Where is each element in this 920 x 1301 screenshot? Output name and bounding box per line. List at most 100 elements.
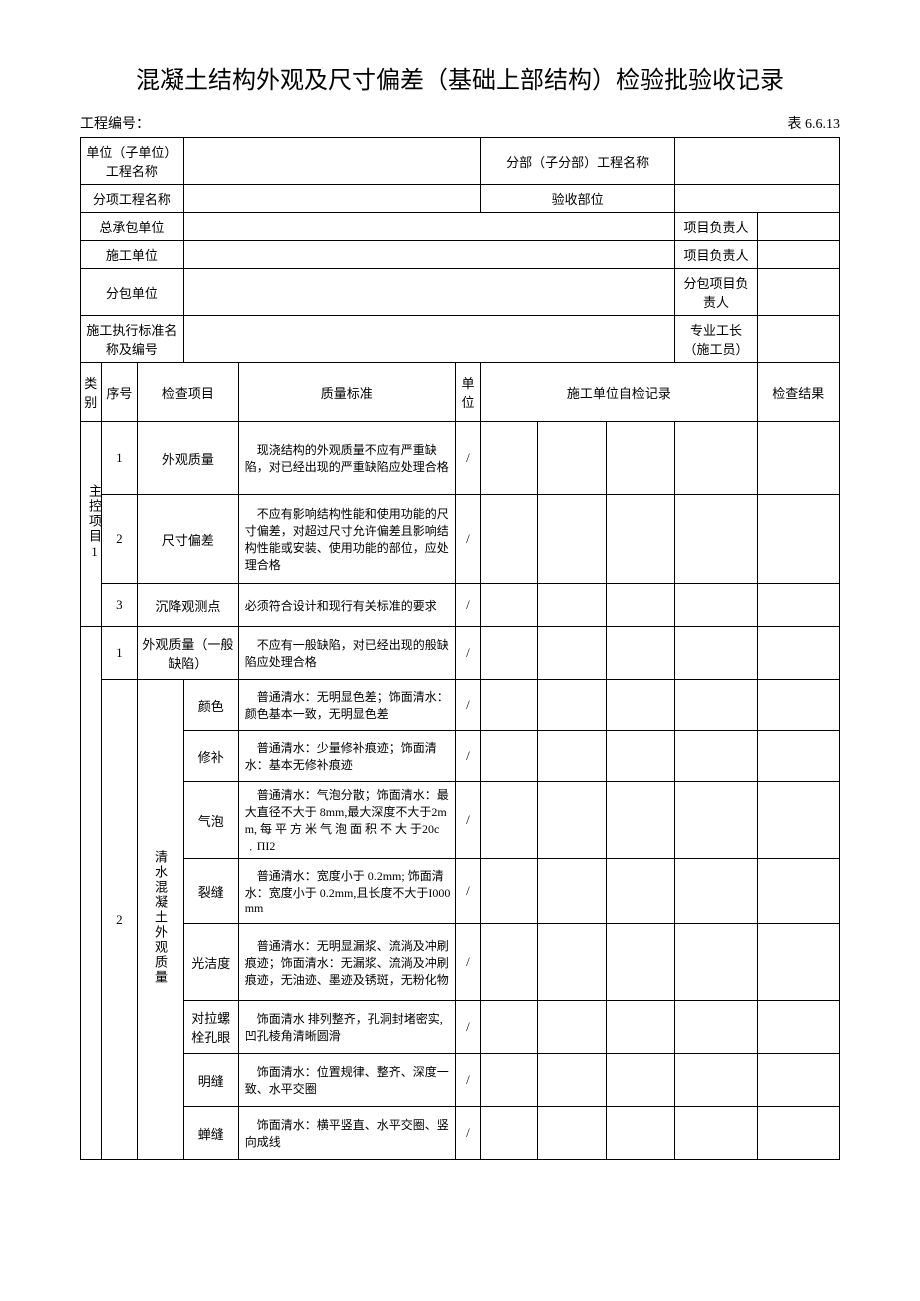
b2-5-s3 — [606, 1001, 675, 1054]
b2-5-std: 饰面清水 排列整齐，孔洞封堵密实, 凹孔棱角清晰圆滑 — [238, 1001, 455, 1054]
b2-2-unit: / — [455, 782, 480, 859]
b2-4-s4 — [675, 924, 757, 1001]
col-item: 检查项目 — [138, 363, 239, 422]
b2-3-item: 裂缝 — [183, 859, 238, 924]
a2-s3 — [606, 495, 675, 584]
subcontractor-val — [183, 269, 674, 316]
rowB2-2: 气泡 普通清水：气泡分散；饰面清水：最大直径不大于 8mm,最大深度不大于2mm… — [81, 782, 840, 859]
b2-3-res — [757, 859, 839, 924]
b1-std: 不应有一般缺陷，对已经出现的般缺陷应处理合格 — [238, 627, 455, 680]
rowB2-1: 修补 普通清水：少量修补痕迹；饰面清水：基本无修补痕迹 / — [81, 731, 840, 782]
rowB2-4: 光洁度 普通清水：无明显漏浆、流淌及冲刷痕迹；饰面清水：无漏浆、流淌及冲刷痕迹，… — [81, 924, 840, 1001]
b2-3-std: 普通清水：宽度小于 0.2mm; 饰面清水：宽度小于 0.2mm,且长度不大于I… — [238, 859, 455, 924]
b2-1-item: 修补 — [183, 731, 238, 782]
subcontractor-label: 分包单位 — [81, 269, 184, 316]
accept-part-val — [675, 185, 840, 213]
b2-0-s3 — [606, 680, 675, 731]
unit-proj-label: 单位（子单位）工程名称 — [81, 138, 184, 185]
b2-1-s2 — [538, 731, 607, 782]
table-no: 表 6.6.13 — [788, 113, 841, 133]
b2-0-s4 — [675, 680, 757, 731]
b2-n: 2 — [101, 680, 138, 1160]
a1-s3 — [606, 422, 675, 495]
a1-s1 — [481, 422, 538, 495]
b2-4-s3 — [606, 924, 675, 1001]
pm-label: 项目负责人 — [675, 213, 757, 241]
b2-7-s2 — [538, 1107, 607, 1160]
b2-2-s1 — [481, 782, 538, 859]
col-unit: 单位 — [455, 363, 480, 422]
b2-2-s4 — [675, 782, 757, 859]
pm2-label: 项目负责人 — [675, 241, 757, 269]
b2-2-s2 — [538, 782, 607, 859]
rowA-2: 2 尺寸偏差 不应有影响结构性能和使用功能的尺寸偏差，对超过尺寸允许偏差且影响结… — [81, 495, 840, 584]
b2-1-res — [757, 731, 839, 782]
b2-6-res — [757, 1054, 839, 1107]
b2-0-unit: / — [455, 680, 480, 731]
a3-res — [757, 584, 839, 627]
a1-s4 — [675, 422, 757, 495]
b2-7-res — [757, 1107, 839, 1160]
a1-res — [757, 422, 839, 495]
b2-3-s4 — [675, 859, 757, 924]
a2-unit: / — [455, 495, 480, 584]
b2-7-s3 — [606, 1107, 675, 1160]
col-cat: 类别 — [81, 363, 102, 422]
col-std: 质量标准 — [238, 363, 455, 422]
a2-s2 — [538, 495, 607, 584]
a3-n: 3 — [101, 584, 138, 627]
accept-part-label: 验收部位 — [481, 185, 675, 213]
b1-res — [757, 627, 839, 680]
hdr-row-6: 施工执行标准名称及编号 专业工长（施工员） — [81, 316, 840, 363]
catB-label — [81, 627, 102, 1160]
b2-1-s4 — [675, 731, 757, 782]
b2-5-res — [757, 1001, 839, 1054]
std-name-val — [183, 316, 674, 363]
b2-3-unit: / — [455, 859, 480, 924]
col-result: 检查结果 — [757, 363, 839, 422]
b2-2-res — [757, 782, 839, 859]
b2-2-item: 气泡 — [183, 782, 238, 859]
sub-pm-label: 分包项目负责人 — [675, 269, 757, 316]
b2-1-std: 普通清水：少量修补痕迹；饰面清水：基本无修补痕迹 — [238, 731, 455, 782]
a3-s3 — [606, 584, 675, 627]
hdr-row-4: 施工单位 项目负责人 — [81, 241, 840, 269]
b2-2-std: 普通清水：气泡分散；饰面清水：最大直径不大于 8mm,最大深度不大于2mm, 每… — [238, 782, 455, 859]
hdr-row-5: 分包单位 分包项目负责人 — [81, 269, 840, 316]
rowA-3: 3 沉降观测点 必须符合设计和现行有关标准的要求 / — [81, 584, 840, 627]
rowA-1: 主控项目1 1 外观质量 现浇结构的外观质量不应有严重缺陷，对已经出现的严重缺陷… — [81, 422, 840, 495]
a2-std: 不应有影响结构性能和使用功能的尺寸偏差，对超过尺寸允许偏差且影响结构性能或安装、… — [238, 495, 455, 584]
foreman-val — [757, 316, 839, 363]
b1-n: 1 — [101, 627, 138, 680]
rowB2-5: 对拉螺栓孔眼 饰面清水 排列整齐，孔洞封堵密实, 凹孔棱角清晰圆滑 / — [81, 1001, 840, 1054]
b2-4-res — [757, 924, 839, 1001]
proj-no-label: 工程编号： — [80, 113, 150, 133]
unit-proj-val — [183, 138, 480, 185]
b2-5-s2 — [538, 1001, 607, 1054]
b2-6-unit: / — [455, 1054, 480, 1107]
b2-3-s3 — [606, 859, 675, 924]
b2-3-s2 — [538, 859, 607, 924]
b2-4-item: 光洁度 — [183, 924, 238, 1001]
b2-7-s1 — [481, 1107, 538, 1160]
pm2-val — [757, 241, 839, 269]
rowB2-3: 裂缝 普通清水：宽度小于 0.2mm; 饰面清水：宽度小于 0.2mm,且长度不… — [81, 859, 840, 924]
b2-6-s3 — [606, 1054, 675, 1107]
catA-label: 主控项目1 — [81, 422, 102, 627]
b2-group: 清水混凝土外观质量 — [138, 680, 184, 1160]
gen-contractor-label: 总承包单位 — [81, 213, 184, 241]
a3-unit: / — [455, 584, 480, 627]
sub-proj-label: 分部（子分部）工程名称 — [481, 138, 675, 185]
b1-s3 — [606, 627, 675, 680]
b2-5-item: 对拉螺栓孔眼 — [183, 1001, 238, 1054]
a3-s2 — [538, 584, 607, 627]
b2-0-item: 颜色 — [183, 680, 238, 731]
b2-0-s2 — [538, 680, 607, 731]
b2-6-s1 — [481, 1054, 538, 1107]
b2-1-s1 — [481, 731, 538, 782]
b1-item: 外观质量（一般缺陷） — [138, 627, 239, 680]
meta-row: 工程编号： 表 6.6.13 — [80, 113, 840, 133]
rowB-1: 1 外观质量（一般缺陷） 不应有一般缺陷，对已经出现的般缺陷应处理合格 / — [81, 627, 840, 680]
b2-7-unit: / — [455, 1107, 480, 1160]
b2-0-s1 — [481, 680, 538, 731]
